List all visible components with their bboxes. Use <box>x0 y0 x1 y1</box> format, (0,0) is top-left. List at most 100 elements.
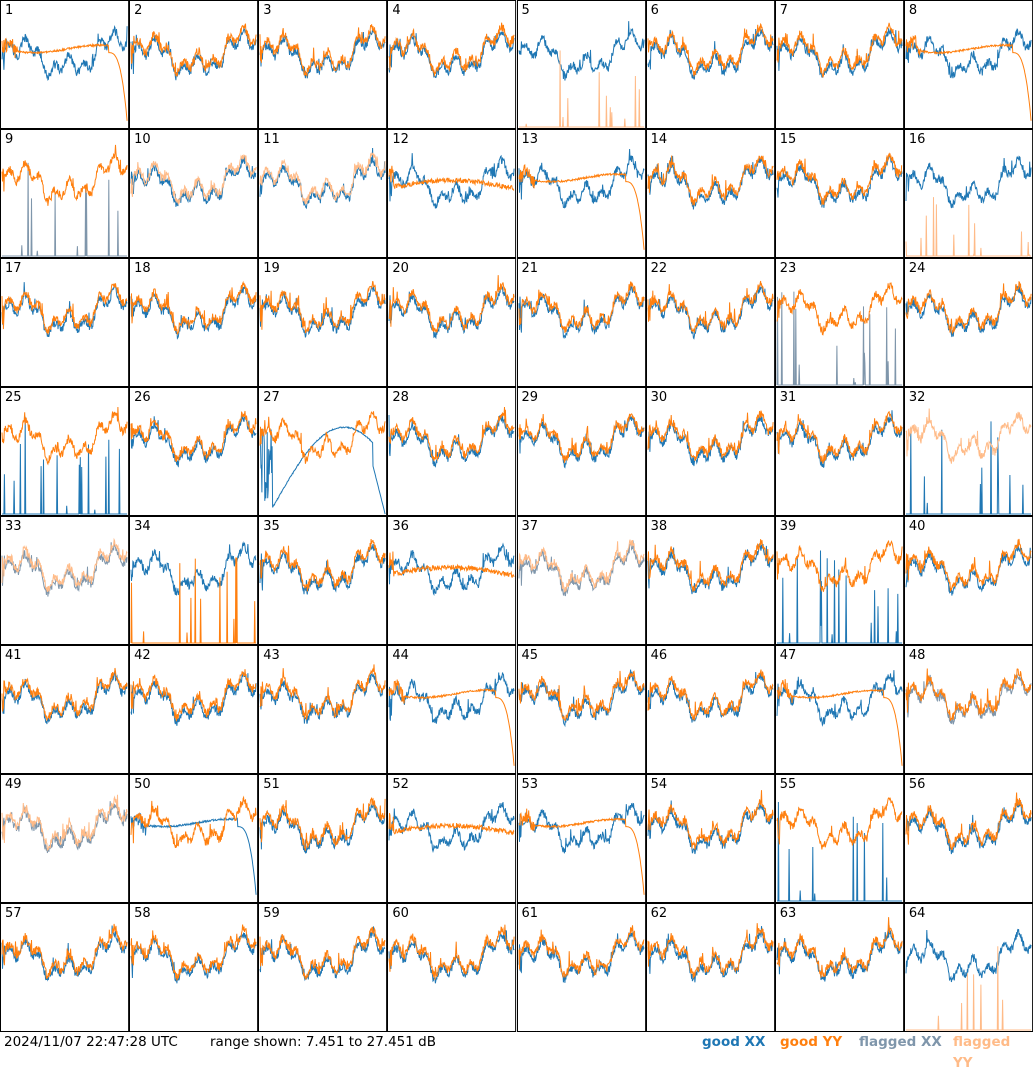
panel-label: 9 <box>5 132 14 147</box>
panel-plot <box>0 258 130 387</box>
panel-label: 12 <box>392 132 409 147</box>
panel-62: 62 <box>645 903 775 1032</box>
panel-40: 40 <box>903 516 1033 645</box>
panel-23: 23 <box>774 258 904 387</box>
panel-22: 22 <box>645 258 775 387</box>
panel-42: 42 <box>129 645 259 774</box>
panel-label: 21 <box>521 261 539 276</box>
panel-41: 41 <box>0 645 130 774</box>
series-yy-line <box>647 790 774 850</box>
series-xx-line <box>130 285 257 340</box>
panel-plot <box>258 516 388 645</box>
series-yy-line <box>647 22 774 77</box>
panel-border <box>129 0 259 129</box>
series-yy-line <box>518 281 645 334</box>
panel-47: 47 <box>774 645 904 774</box>
panel-63: 63 <box>774 903 904 1032</box>
panel-33: 33 <box>0 516 130 645</box>
panel-48: 48 <box>903 645 1033 774</box>
panel-border <box>774 774 904 903</box>
panel-plot <box>645 903 775 1032</box>
panel-plot <box>387 645 517 774</box>
series-xx-line <box>776 155 903 208</box>
panel-label: 49 <box>5 777 22 792</box>
panel-21: 21 <box>516 258 646 387</box>
series-xx-line <box>1 801 128 854</box>
series-xx-line <box>647 28 774 80</box>
panel-plot <box>129 774 259 903</box>
panel-plot <box>774 387 904 516</box>
series-xx-line <box>518 21 645 81</box>
panel-border <box>387 516 517 645</box>
series-yy-line <box>776 282 903 336</box>
panel-plot <box>258 387 388 516</box>
panel-label: 39 <box>779 519 797 534</box>
series-xx-line <box>776 410 903 469</box>
panel-border <box>387 903 517 1032</box>
panel-12: 12 <box>387 129 517 258</box>
panel-34: 34 <box>129 516 259 645</box>
panel-border <box>774 645 904 774</box>
panel-border <box>258 774 388 903</box>
series-xx-line <box>259 672 386 724</box>
panel-plot <box>774 903 904 1032</box>
panel-border <box>645 129 775 258</box>
panel-plot <box>516 774 646 903</box>
panel-label: 11 <box>263 132 280 147</box>
series-yy-line <box>130 23 257 77</box>
panel-label: 53 <box>521 777 539 792</box>
panel-border <box>258 645 388 774</box>
panel-label: 3 <box>263 3 272 18</box>
panel-border <box>645 645 775 774</box>
panel-31: 31 <box>774 387 904 516</box>
panel-26: 26 <box>129 387 259 516</box>
series-xx-line <box>1 670 128 725</box>
panel-27: 27 <box>258 387 388 516</box>
panel-24: 24 <box>903 258 1033 387</box>
panel-label: 43 <box>263 648 280 663</box>
panel-border <box>774 903 904 1032</box>
panel-plot <box>0 516 130 645</box>
series-yy-line <box>1 406 128 466</box>
panel-label: 1 <box>5 3 14 18</box>
panel-border <box>774 0 904 129</box>
panel-plot <box>129 903 259 1032</box>
panel-label: 26 <box>134 390 151 405</box>
panel-label: 40 <box>908 519 926 534</box>
panel-label: 36 <box>392 519 409 534</box>
panel-plot <box>516 0 646 129</box>
panel-border <box>516 258 646 387</box>
panel-5: 5 <box>516 0 646 129</box>
series-xx-line <box>130 26 257 81</box>
panel-50: 50 <box>129 774 259 903</box>
panel-label: 8 <box>908 3 918 18</box>
panel-border <box>516 129 646 258</box>
series-xx-line <box>905 928 1032 983</box>
panel-16: 16 <box>903 129 1033 258</box>
panel-plot <box>258 129 388 258</box>
panel-label: 17 <box>5 261 22 276</box>
panel-label: 60 <box>392 906 409 921</box>
series-yy-line <box>130 795 257 849</box>
panel-plot <box>0 0 130 129</box>
series-xx-line <box>259 147 386 210</box>
series-yy-line <box>647 669 774 721</box>
panel-label: 55 <box>779 777 797 792</box>
panel-label: 16 <box>908 132 926 147</box>
panel-19: 19 <box>258 258 388 387</box>
series-yy-line <box>905 197 1031 257</box>
panel-label: 29 <box>521 390 539 405</box>
series-yy-line <box>1 537 128 592</box>
series-xx-line <box>647 155 774 210</box>
panel-label: 34 <box>134 519 151 534</box>
panel-plot <box>903 645 1033 774</box>
series-xx-line <box>518 802 645 854</box>
series-yy-line <box>259 280 386 334</box>
series-yy-line <box>388 22 515 77</box>
legend-good-yy: good YY <box>780 1034 843 1050</box>
panel-label: 56 <box>908 777 926 792</box>
panel-border <box>516 0 646 129</box>
series-xx-line <box>905 155 1032 209</box>
series-xx-line <box>388 802 515 853</box>
series-yy-line <box>776 410 903 464</box>
